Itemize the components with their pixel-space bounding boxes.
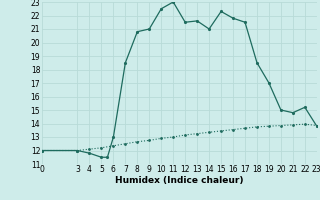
X-axis label: Humidex (Indice chaleur): Humidex (Indice chaleur) <box>115 176 244 185</box>
